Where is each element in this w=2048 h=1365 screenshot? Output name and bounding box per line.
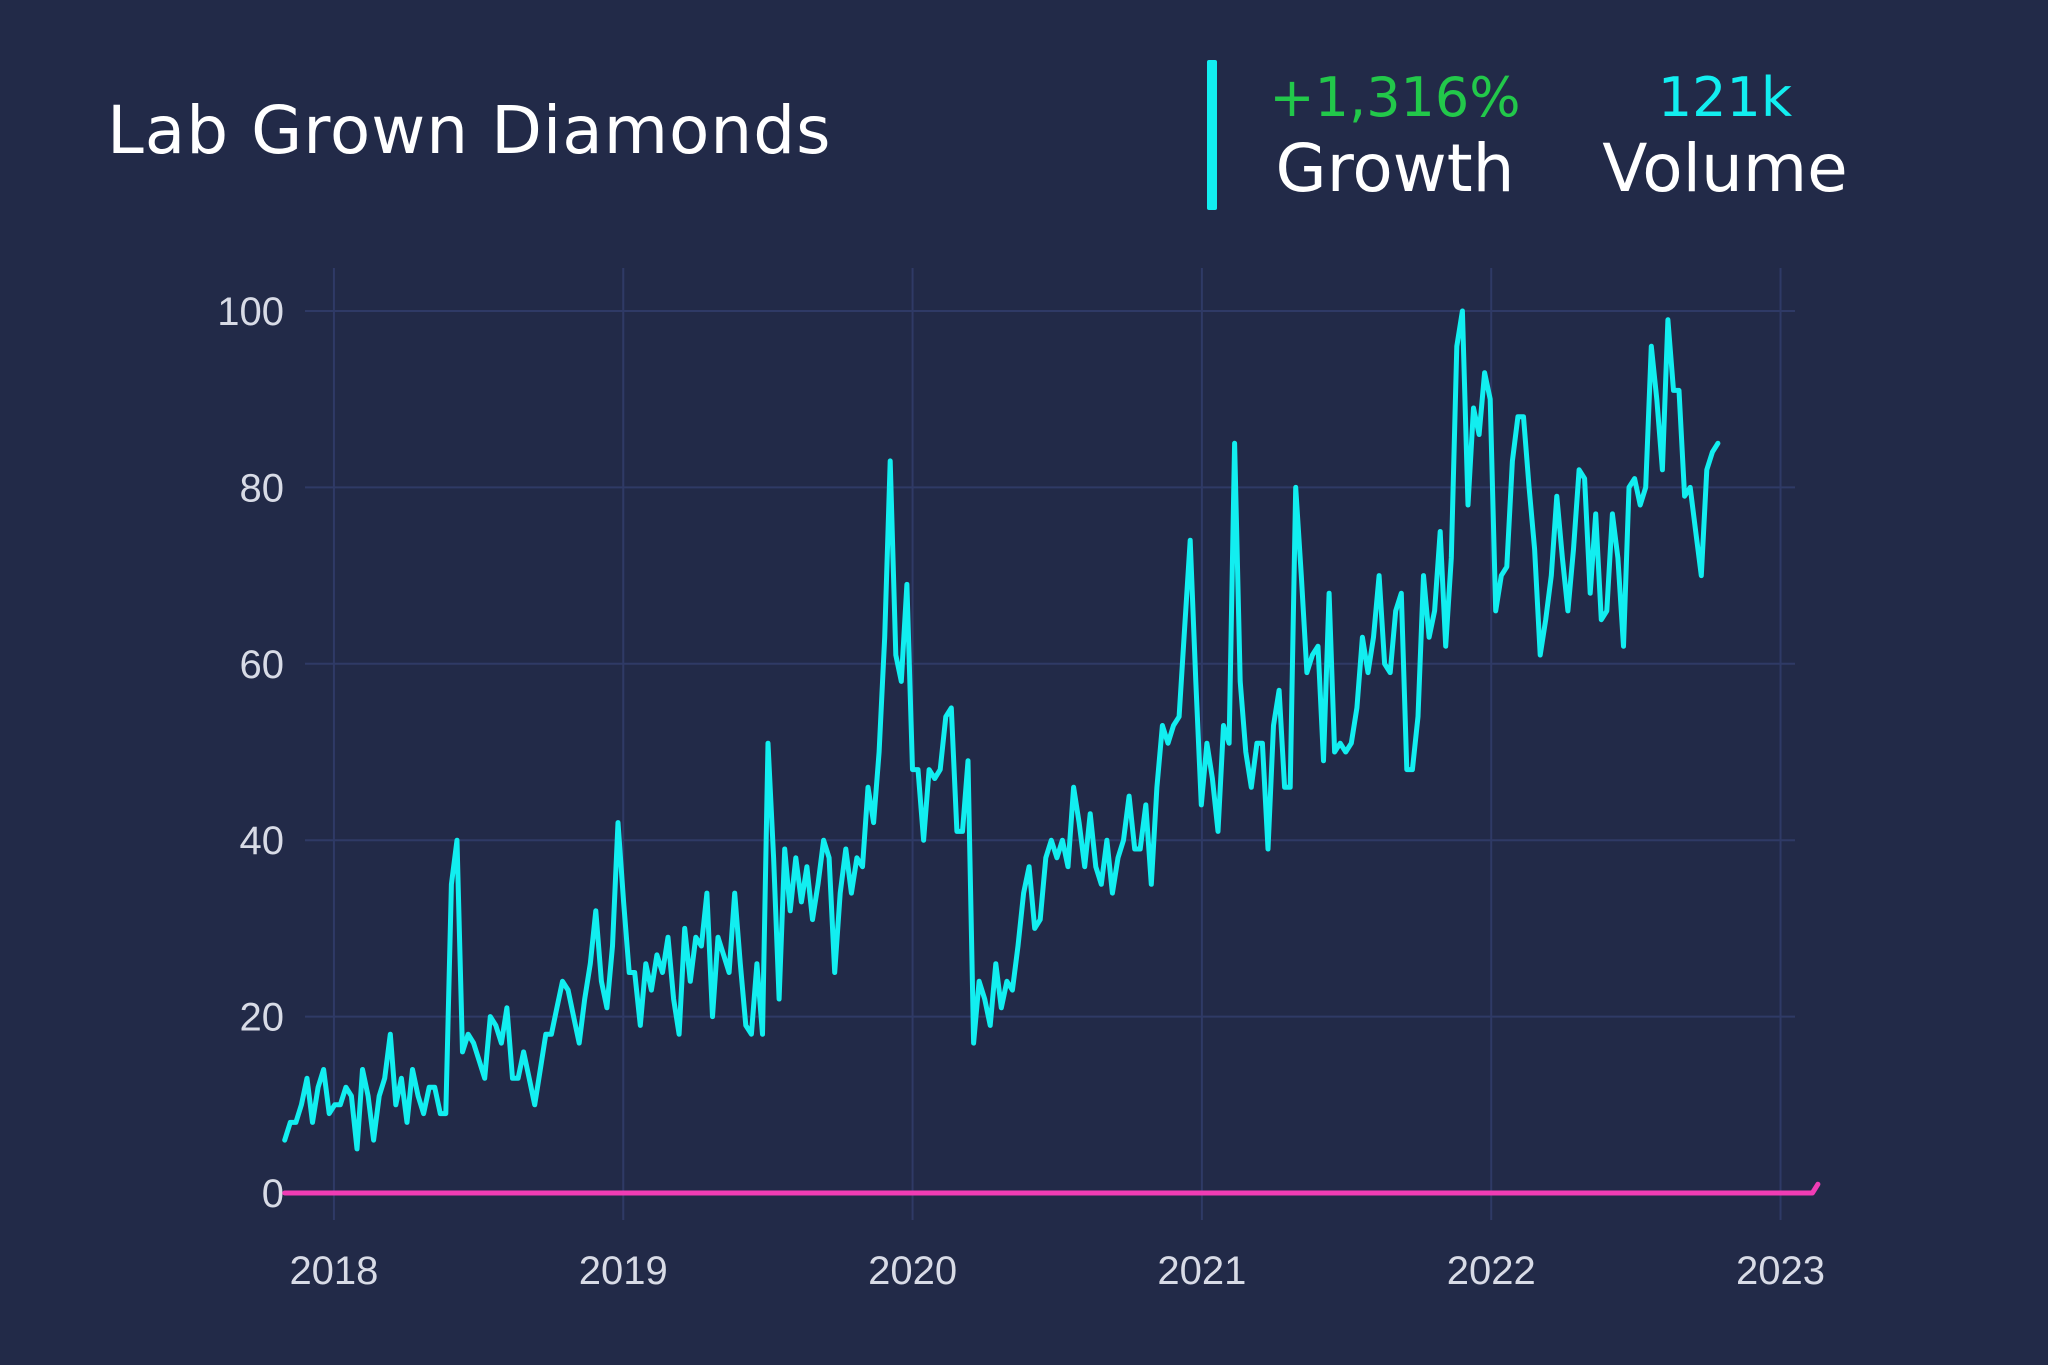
volume-value: 121k — [1657, 66, 1793, 129]
header-divider — [1207, 60, 1217, 210]
x-tick-label: 2022 — [1447, 1249, 1536, 1293]
x-tick-label: 2023 — [1736, 1249, 1825, 1293]
series-line-main — [282, 308, 1721, 1152]
x-tick-label: 2018 — [289, 1249, 378, 1293]
y-tick-label: 80 — [240, 466, 285, 510]
growth-stat: +1,316% Growth — [1255, 66, 1535, 208]
x-tick-label: 2021 — [1157, 1249, 1246, 1293]
chart-title: Lab Grown Diamonds — [107, 92, 832, 169]
y-tick-label: 60 — [240, 643, 285, 687]
x-tick-label: 2019 — [579, 1249, 668, 1293]
x-tick-label: 2020 — [868, 1249, 957, 1293]
growth-value: +1,316% — [1269, 66, 1521, 129]
volume-stat: 121k Volume — [1585, 66, 1865, 208]
y-tick-label: 20 — [240, 996, 285, 1040]
chart-series — [282, 308, 1821, 1196]
y-tick-label: 100 — [217, 290, 284, 334]
chart-axes: 0 20 40 60 80 100 2018 2019 2020 2021 2022 2023 — [217, 290, 1825, 1293]
growth-label: Growth — [1275, 130, 1515, 207]
y-tick-label: 0 — [262, 1172, 284, 1216]
series-line-baseline — [282, 1181, 1821, 1196]
y-tick-label: 40 — [240, 819, 285, 863]
volume-label: Volume — [1602, 130, 1848, 207]
